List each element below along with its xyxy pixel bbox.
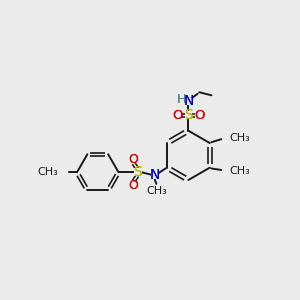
Text: S: S xyxy=(134,165,142,179)
Bar xyxy=(134,168,142,176)
Text: N: N xyxy=(183,94,194,108)
Bar xyxy=(195,112,203,119)
Text: CH₃: CH₃ xyxy=(38,167,58,177)
Text: O: O xyxy=(194,109,204,122)
Bar xyxy=(130,155,138,163)
Text: N: N xyxy=(183,94,194,108)
Text: O: O xyxy=(128,153,138,166)
Bar xyxy=(130,182,138,189)
Text: H: H xyxy=(177,93,186,106)
Text: O: O xyxy=(128,153,138,166)
Text: H: H xyxy=(177,93,186,106)
Bar xyxy=(174,112,182,119)
Text: CH₃: CH₃ xyxy=(230,134,250,143)
Text: O: O xyxy=(194,109,204,122)
Text: S: S xyxy=(184,108,193,122)
Text: O: O xyxy=(128,179,138,192)
Bar xyxy=(184,112,192,119)
Text: O: O xyxy=(172,109,183,122)
Text: S: S xyxy=(184,108,193,122)
Text: CH₃: CH₃ xyxy=(147,186,167,196)
Text: CH₃: CH₃ xyxy=(230,166,250,176)
Bar xyxy=(151,172,159,179)
Text: N: N xyxy=(150,168,160,182)
Text: S: S xyxy=(134,165,142,179)
Text: N: N xyxy=(150,168,160,182)
Text: O: O xyxy=(172,109,183,122)
Bar xyxy=(184,98,192,105)
Text: O: O xyxy=(128,179,138,192)
